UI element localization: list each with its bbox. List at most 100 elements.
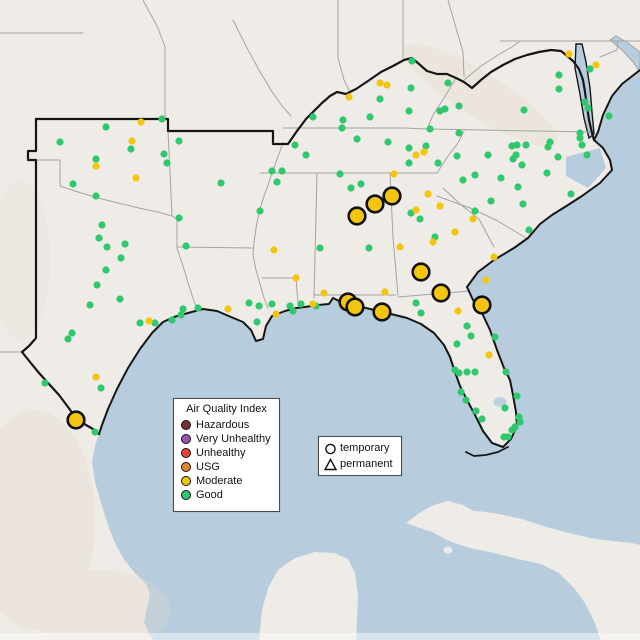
station-marker-moderate[interactable]: [381, 288, 389, 296]
station-marker-good[interactable]: [453, 340, 461, 348]
station-marker-good[interactable]: [92, 155, 100, 163]
station-marker-good[interactable]: [478, 415, 486, 423]
station-marker-good[interactable]: [339, 116, 347, 124]
station-marker-moderate[interactable]: [396, 243, 404, 251]
station-marker-good[interactable]: [163, 159, 171, 167]
station-marker-good[interactable]: [291, 141, 299, 149]
station-marker-good[interactable]: [467, 332, 475, 340]
station-marker-good[interactable]: [384, 138, 392, 146]
station-marker-good[interactable]: [471, 207, 479, 215]
station-marker-moderate[interactable]: [454, 307, 462, 315]
station-marker-moderate[interactable]: [145, 317, 153, 325]
station-marker-good[interactable]: [127, 145, 135, 153]
station-marker-good[interactable]: [347, 184, 355, 192]
station-marker-good[interactable]: [441, 105, 449, 113]
station-marker-good[interactable]: [68, 329, 76, 337]
station-marker-moderate[interactable]: [92, 373, 100, 381]
station-marker-good[interactable]: [175, 137, 183, 145]
station-marker-good[interactable]: [543, 169, 551, 177]
station-marker-good[interactable]: [455, 369, 463, 377]
station-marker-moderate[interactable]: [292, 274, 300, 282]
station-marker-good[interactable]: [405, 144, 413, 152]
station-marker-good[interactable]: [98, 221, 106, 229]
station-marker-good[interactable]: [336, 170, 344, 178]
station-marker-moderate[interactable]: [469, 215, 477, 223]
station-marker-good[interactable]: [117, 254, 125, 262]
station-marker-good[interactable]: [491, 333, 499, 341]
station-marker-good[interactable]: [605, 112, 613, 120]
station-marker-moderate[interactable]: [270, 246, 278, 254]
station-marker-good[interactable]: [121, 240, 129, 248]
station-marker-moderate[interactable]: [137, 118, 145, 126]
station-marker-temporary-moderate[interactable]: [411, 262, 431, 282]
station-marker-good[interactable]: [472, 407, 480, 415]
station-marker-good[interactable]: [278, 167, 286, 175]
station-marker-good[interactable]: [546, 138, 554, 146]
station-marker-good[interactable]: [513, 141, 521, 149]
station-marker-good[interactable]: [309, 113, 317, 121]
station-marker-moderate[interactable]: [485, 351, 493, 359]
station-marker-moderate[interactable]: [424, 190, 432, 198]
station-marker-moderate[interactable]: [383, 81, 391, 89]
station-marker-good[interactable]: [522, 141, 530, 149]
station-marker-good[interactable]: [576, 129, 584, 137]
station-marker-good[interactable]: [586, 65, 594, 73]
station-marker-good[interactable]: [520, 106, 528, 114]
station-marker-temporary-moderate[interactable]: [347, 206, 367, 226]
station-marker-good[interactable]: [516, 418, 524, 426]
station-marker-good[interactable]: [514, 183, 522, 191]
station-marker-good[interactable]: [316, 244, 324, 252]
station-marker-good[interactable]: [581, 98, 589, 106]
station-marker-good[interactable]: [376, 95, 384, 103]
station-marker-good[interactable]: [500, 433, 508, 441]
station-marker-good[interactable]: [405, 107, 413, 115]
station-marker-good[interactable]: [471, 171, 479, 179]
station-marker-temporary-moderate[interactable]: [66, 410, 86, 430]
station-marker-good[interactable]: [408, 57, 416, 65]
station-marker-good[interactable]: [518, 161, 526, 169]
station-marker-moderate[interactable]: [482, 276, 490, 284]
station-marker-moderate[interactable]: [128, 137, 136, 145]
station-marker-good[interactable]: [576, 134, 584, 142]
station-marker-good[interactable]: [93, 281, 101, 289]
station-marker-moderate[interactable]: [420, 148, 428, 156]
station-marker-good[interactable]: [453, 152, 461, 160]
station-marker-good[interactable]: [158, 115, 166, 123]
station-marker-moderate[interactable]: [376, 79, 384, 87]
station-marker-good[interactable]: [519, 200, 527, 208]
station-marker-good[interactable]: [444, 79, 452, 87]
station-marker-good[interactable]: [268, 167, 276, 175]
station-marker-good[interactable]: [160, 150, 168, 158]
station-marker-moderate[interactable]: [429, 238, 437, 246]
station-marker-good[interactable]: [584, 104, 592, 112]
station-marker-good[interactable]: [457, 388, 465, 396]
station-marker-temporary-moderate[interactable]: [372, 302, 392, 322]
station-marker-good[interactable]: [434, 159, 442, 167]
station-marker-good[interactable]: [91, 428, 99, 436]
station-marker-good[interactable]: [92, 192, 100, 200]
station-marker-good[interactable]: [509, 155, 517, 163]
station-marker-good[interactable]: [422, 142, 430, 150]
station-marker-temporary-moderate[interactable]: [345, 297, 365, 317]
station-marker-good[interactable]: [97, 384, 105, 392]
station-marker-moderate[interactable]: [592, 61, 600, 69]
station-marker-good[interactable]: [365, 244, 373, 252]
station-marker-good[interactable]: [417, 309, 425, 317]
station-marker-moderate[interactable]: [412, 206, 420, 214]
station-marker-good[interactable]: [102, 266, 110, 274]
station-marker-good[interactable]: [182, 242, 190, 250]
station-marker-good[interactable]: [555, 71, 563, 79]
station-marker-good[interactable]: [463, 368, 471, 376]
station-marker-good[interactable]: [194, 304, 202, 312]
station-marker-temporary-moderate[interactable]: [431, 283, 451, 303]
station-marker-good[interactable]: [116, 295, 124, 303]
station-marker-good[interactable]: [554, 153, 562, 161]
station-marker-good[interactable]: [578, 141, 586, 149]
station-marker-moderate[interactable]: [320, 289, 328, 297]
station-marker-good[interactable]: [297, 300, 305, 308]
station-marker-good[interactable]: [426, 125, 434, 133]
station-marker-good[interactable]: [103, 243, 111, 251]
station-marker-good[interactable]: [416, 215, 424, 223]
station-marker-moderate[interactable]: [92, 162, 100, 170]
station-marker-good[interactable]: [462, 396, 470, 404]
